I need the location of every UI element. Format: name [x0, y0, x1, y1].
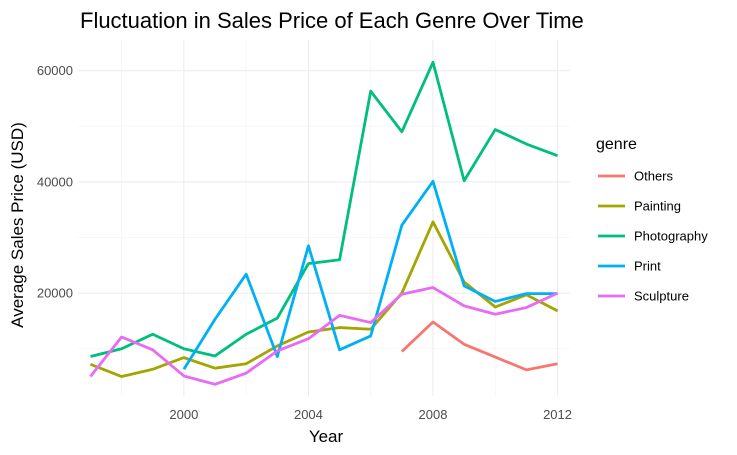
legend-label-others: Others	[634, 169, 674, 184]
y-axis-title: Average Sales Price (USD)	[8, 122, 27, 328]
legend-label-painting: Painting	[634, 199, 681, 214]
legend-items: Others Painting Photography Print Sculpture	[598, 169, 708, 304]
major-gridlines	[78, 40, 570, 396]
y-axis-tick-labels: 20000 40000 60000	[37, 63, 73, 301]
legend-title: genre	[596, 136, 637, 153]
plot-panel	[78, 40, 570, 396]
chart-title: Fluctuation in Sales Price of Each Genre…	[80, 8, 584, 33]
series-line-sculpture	[89, 286, 559, 386]
minor-gridlines	[78, 40, 570, 396]
legend-label-photography: Photography	[634, 229, 708, 244]
series-line-others	[400, 320, 558, 372]
x-tick-label: 2008	[419, 407, 448, 422]
series-line-print	[182, 179, 558, 371]
y-tick-label: 20000	[37, 286, 73, 301]
x-tick-label: 2004	[294, 407, 323, 422]
series-line-photography	[90, 60, 559, 358]
x-tick-label: 2012	[543, 407, 572, 422]
series-lines	[89, 60, 559, 386]
x-tick-label: 2000	[169, 407, 198, 422]
x-axis-tick-labels: 2000 2004 2008 2012	[169, 407, 572, 422]
legend: genre Others Painting Photography Print Scul…	[596, 136, 708, 304]
legend-label-print: Print	[634, 259, 661, 274]
y-tick-label: 60000	[37, 63, 73, 78]
legend-label-sculpture: Sculpture	[634, 289, 689, 304]
x-axis-title: Year	[309, 427, 344, 446]
y-tick-label: 40000	[37, 174, 73, 189]
